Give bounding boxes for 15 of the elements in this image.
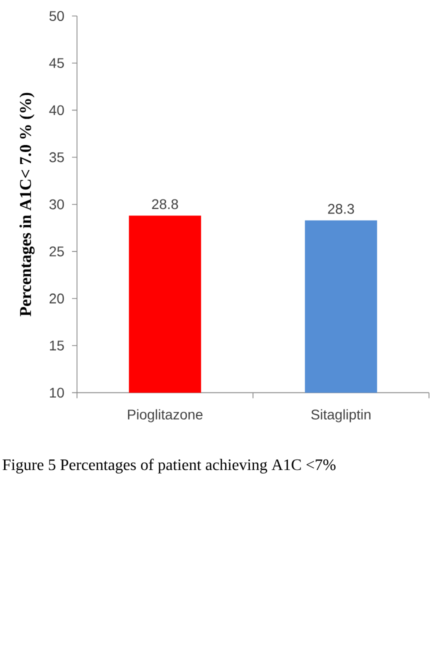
y-tick-label: 30	[49, 199, 64, 210]
y-tick-label: 35	[49, 152, 64, 162]
y-tick-label: 45	[49, 58, 64, 68]
y-axis-title: Percentages in A1C< 7.0 % (%)	[19, 92, 35, 316]
caption: Figure 5 Percentages of patient achieving A1C <7%	[2, 458, 336, 474]
y-tick-label: 40	[49, 105, 64, 116]
y-tick-label: 25	[50, 246, 64, 256]
data-label: 28.8	[152, 199, 178, 210]
y-tick-label: 20	[50, 294, 64, 304]
x-tick-label: Sitagliptin	[311, 409, 370, 422]
y-tick-label: 50	[49, 11, 64, 21]
data-label: 28.3	[328, 204, 354, 214]
x-tick-label: Pioglitazone	[128, 409, 203, 422]
y-tick-label: 15	[50, 340, 64, 351]
y-tick-label: 10	[50, 388, 64, 398]
